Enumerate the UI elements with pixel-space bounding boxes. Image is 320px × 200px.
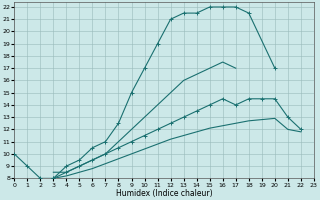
X-axis label: Humidex (Indice chaleur): Humidex (Indice chaleur) [116,189,212,198]
